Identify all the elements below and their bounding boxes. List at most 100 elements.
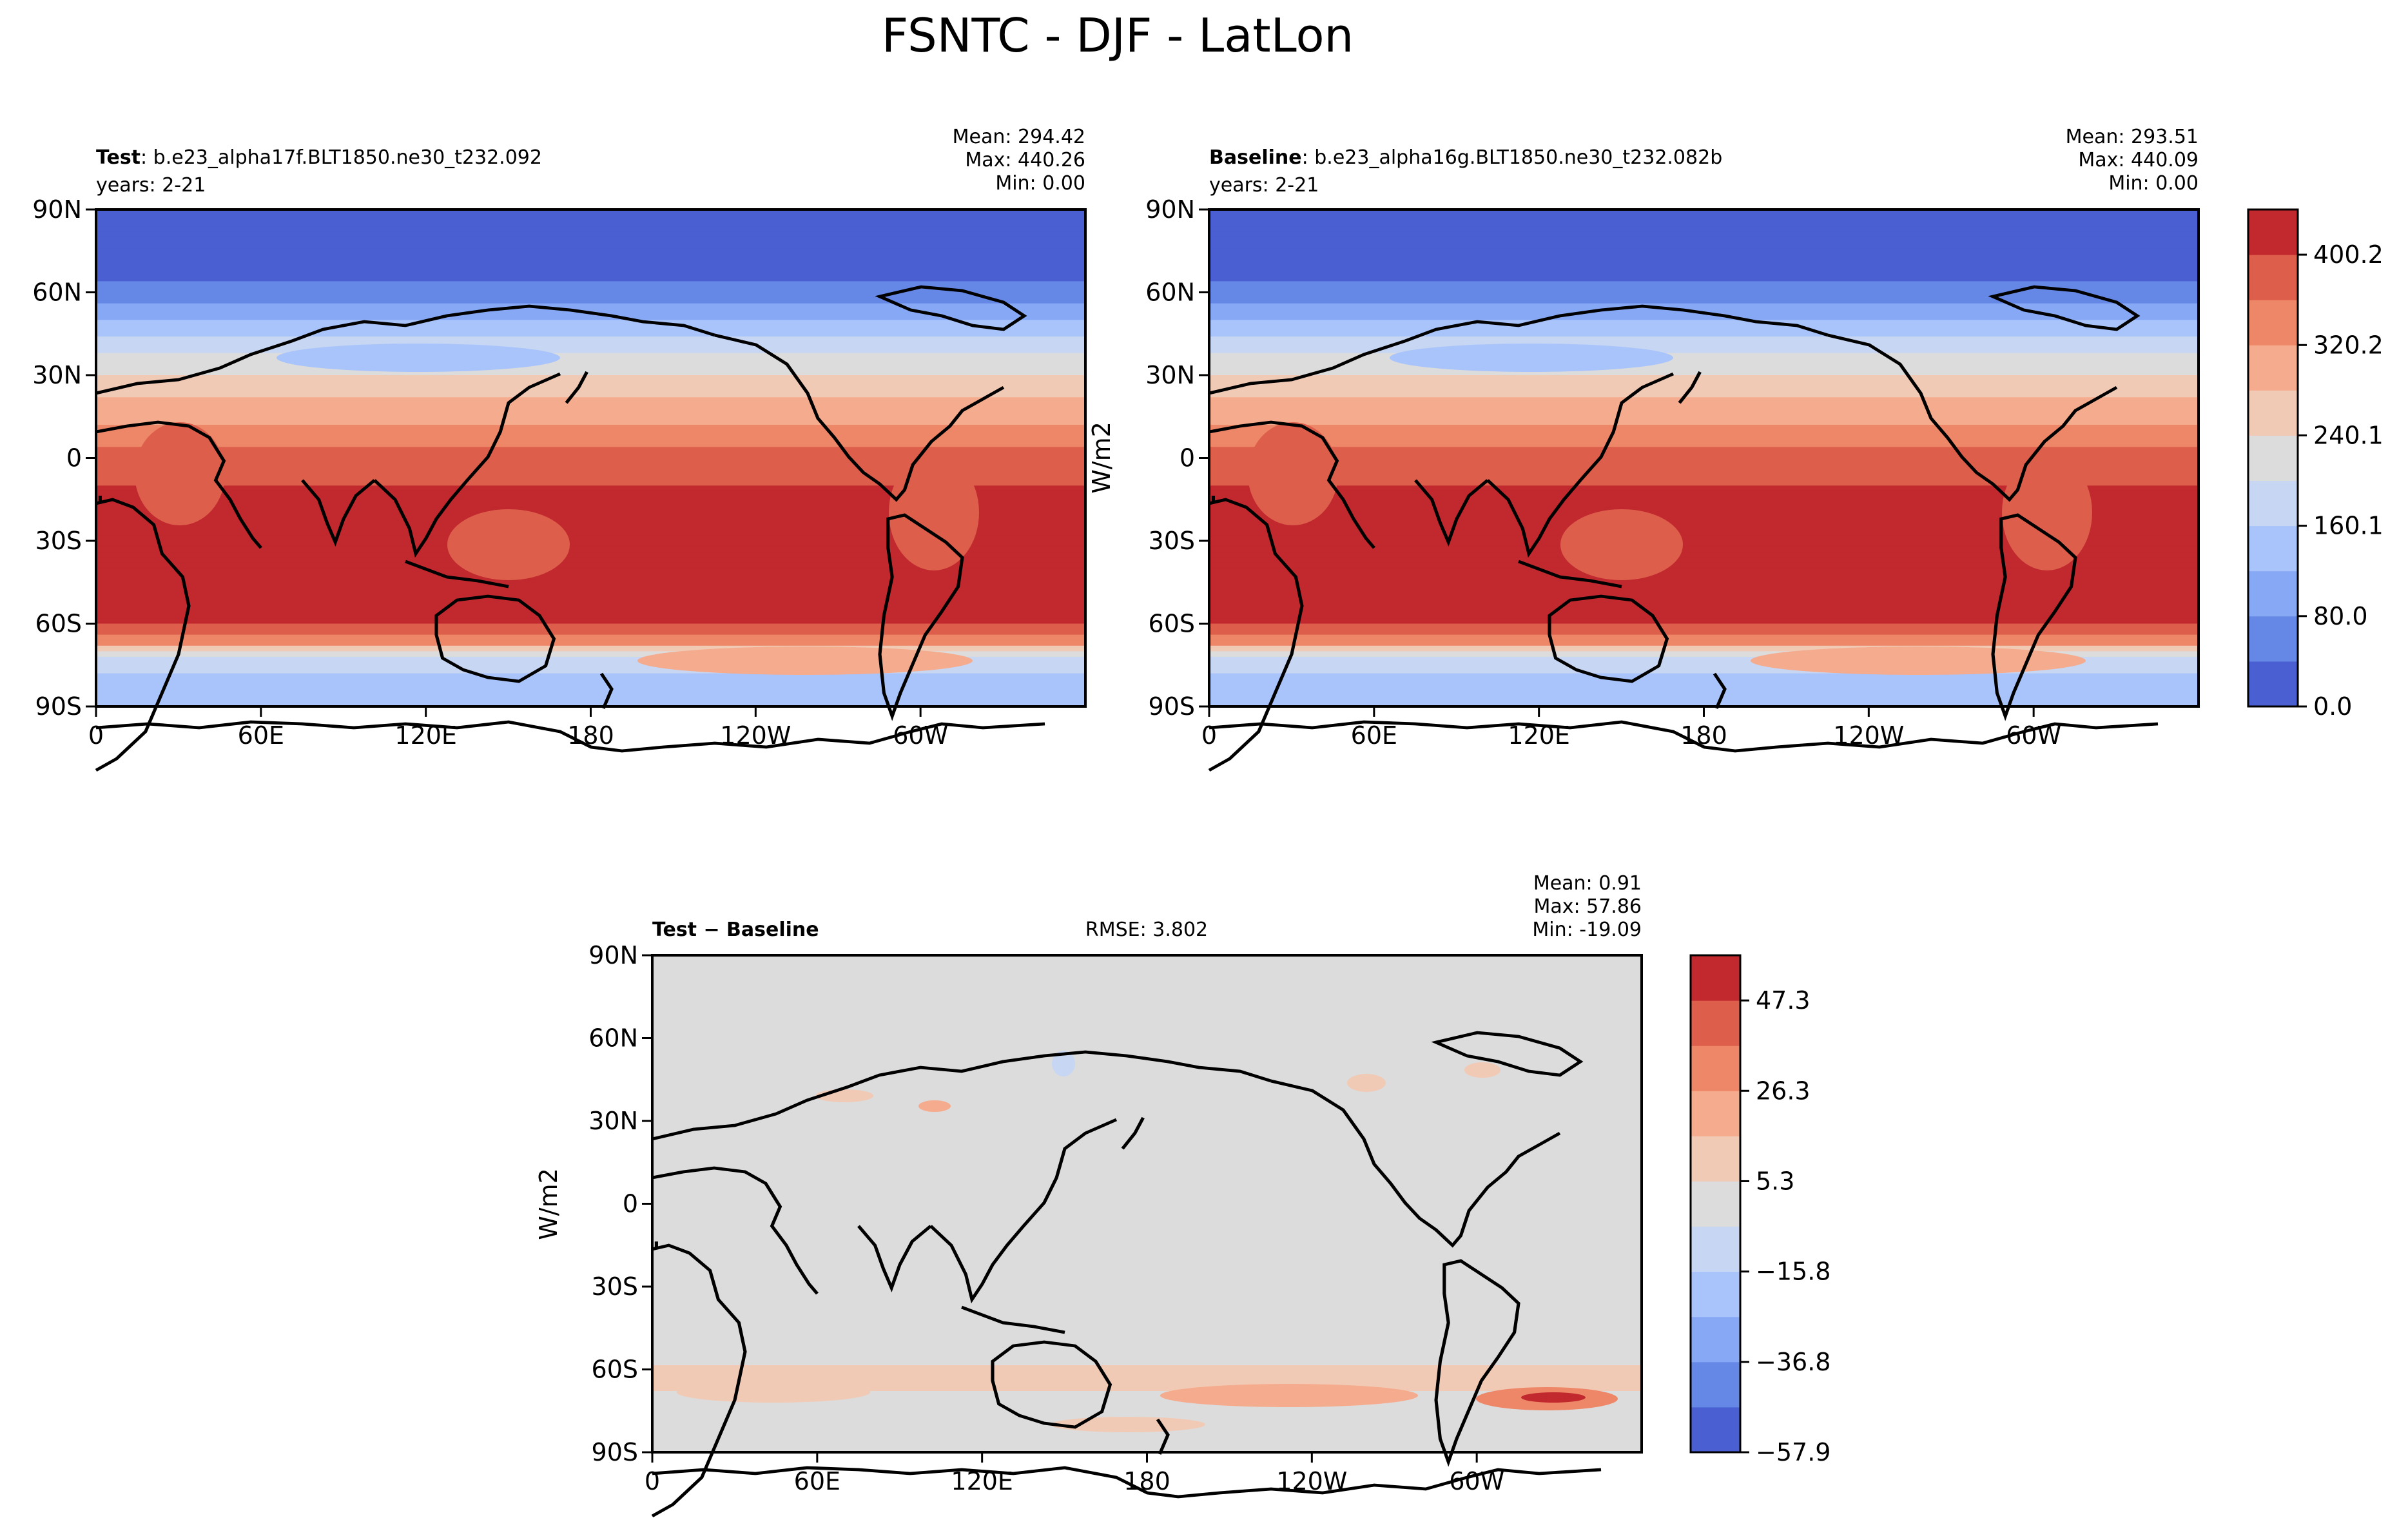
colorbar-segment xyxy=(1691,1136,1740,1182)
colorbar-segment xyxy=(2248,390,2298,436)
x-tick-label: 0 xyxy=(1201,721,1217,750)
zonal-band xyxy=(96,480,1085,487)
colorbar-tick-label: 80.0 xyxy=(2313,602,2368,630)
baseline-min: Min: 0.00 xyxy=(2108,172,2199,195)
zonal-band xyxy=(96,634,1085,641)
zonal-band xyxy=(1209,325,2199,332)
australia-field xyxy=(447,509,570,580)
zonal-band xyxy=(96,535,1085,541)
zonal-band xyxy=(1209,585,2199,592)
zonal-band xyxy=(96,557,1085,564)
zonal-band xyxy=(96,463,1085,470)
difference-axes: 0 60E 120E 180 120W 60W 90N 60N 30N 0 30S 60S 90S xyxy=(588,941,1504,1495)
zonal-band xyxy=(96,585,1085,592)
zonal-band xyxy=(96,242,1085,249)
zonal-band xyxy=(1209,369,2199,376)
colorbar-segment xyxy=(2248,345,2298,391)
zonal-band xyxy=(1209,618,2199,625)
colorbar-segment xyxy=(1691,1181,1740,1227)
zonal-band xyxy=(1209,386,2199,393)
zonal-band xyxy=(1209,645,2199,652)
zonal-band xyxy=(1209,590,2199,597)
samerica-field xyxy=(889,454,979,570)
zonal-band xyxy=(96,413,1085,420)
x-tick-label: 120E xyxy=(951,1467,1013,1495)
zonal-band xyxy=(96,607,1085,614)
colorbar-segment xyxy=(1691,1361,1740,1408)
figure-title: FSNTC - DJF - LatLon xyxy=(882,8,1354,63)
zonal-band xyxy=(96,397,1085,404)
test-min: Min: 0.00 xyxy=(995,172,1085,195)
colorbar-tick-label: 320.2 xyxy=(2313,331,2384,359)
y-tick-label: 90S xyxy=(592,1438,638,1466)
zonal-band xyxy=(1209,264,2199,271)
zonal-band xyxy=(1209,353,2199,360)
zonal-band xyxy=(1209,529,2199,536)
zonal-band xyxy=(1209,668,2199,674)
x-tick-label: 120E xyxy=(394,721,457,750)
zonal-band xyxy=(96,485,1085,492)
colorbar-tick-label: −57.9 xyxy=(1756,1438,1830,1466)
zonal-band xyxy=(96,568,1085,575)
zonal-band xyxy=(96,441,1085,448)
colorbar-tick-label: 240.1 xyxy=(2313,421,2384,449)
zonal-band xyxy=(96,220,1085,227)
colorbar-segment xyxy=(2248,570,2298,617)
zonal-band xyxy=(96,275,1085,282)
zonal-band xyxy=(1209,419,2199,426)
zonal-band xyxy=(96,281,1085,287)
zonal-band xyxy=(1209,679,2199,685)
zonal-band xyxy=(96,270,1085,277)
zonal-band xyxy=(1209,430,2199,437)
zonal-band xyxy=(96,259,1085,266)
zonal-band xyxy=(1209,502,2199,509)
y-tick-label: 30S xyxy=(1149,527,1195,555)
zonal-band xyxy=(1209,281,2199,287)
x-tick-label: 120E xyxy=(1508,721,1570,750)
zonal-band xyxy=(96,474,1085,481)
baseline-units-label: W/m2 xyxy=(1087,422,1116,494)
colorbar-segment xyxy=(2248,435,2298,482)
zonal-band xyxy=(96,347,1085,354)
zonal-band xyxy=(96,668,1085,674)
baseline-label: Baseline: b.e23_alpha16g.BLT1850.ne30_t2… xyxy=(1209,146,1722,169)
zonal-band xyxy=(96,645,1085,652)
zonal-band xyxy=(96,590,1085,597)
x-tick-label: 60E xyxy=(238,721,284,750)
zonal-band xyxy=(96,596,1085,603)
zonal-band xyxy=(96,303,1085,310)
diff-band-2 xyxy=(1160,1384,1418,1407)
colorbar-segment xyxy=(2248,661,2298,707)
zonal-band xyxy=(1209,507,2199,514)
y-tick-label: 90S xyxy=(1149,692,1195,721)
antarctic-edge-field xyxy=(1751,647,2086,675)
zonal-band xyxy=(1209,314,2199,321)
zonal-band xyxy=(96,364,1085,371)
y-tick-label: 30N xyxy=(588,1107,638,1135)
test-mean: Mean: 294.42 xyxy=(953,126,1085,148)
zonal-band xyxy=(1209,215,2199,222)
zonal-band xyxy=(96,579,1085,586)
colorbar-segment xyxy=(2248,525,2298,572)
difference-rmse: RMSE: 3.802 xyxy=(1085,919,1208,941)
zonal-band xyxy=(1209,248,2199,255)
zonal-band xyxy=(1209,425,2199,431)
zonal-band xyxy=(96,690,1085,696)
zonal-band xyxy=(96,248,1085,255)
colorbar-segment xyxy=(2248,209,2298,255)
test-label: Test: b.e23_alpha17f.BLT1850.ne30_t232.0… xyxy=(96,146,542,169)
zonal-band xyxy=(1209,380,2199,387)
zonal-band xyxy=(1209,364,2199,371)
zonal-band xyxy=(96,673,1085,680)
zonal-band xyxy=(1209,546,2199,553)
baseline-mean: Mean: 293.51 xyxy=(2066,126,2199,148)
colorbar-tick-label: 26.3 xyxy=(1756,1076,1811,1105)
zonal-band xyxy=(96,298,1085,304)
zonal-band xyxy=(96,452,1085,459)
x-tick-label: 60W xyxy=(1449,1467,1504,1495)
diff-blob-negative xyxy=(1052,1051,1075,1076)
zonal-band xyxy=(1209,552,2199,558)
difference-colorbar: −57.9 −36.8 −15.8 5.3 26.3 47.3 xyxy=(1689,954,1830,1466)
y-tick-label: 60N xyxy=(1145,278,1195,307)
difference-units-label: W/m2 xyxy=(534,1168,563,1240)
